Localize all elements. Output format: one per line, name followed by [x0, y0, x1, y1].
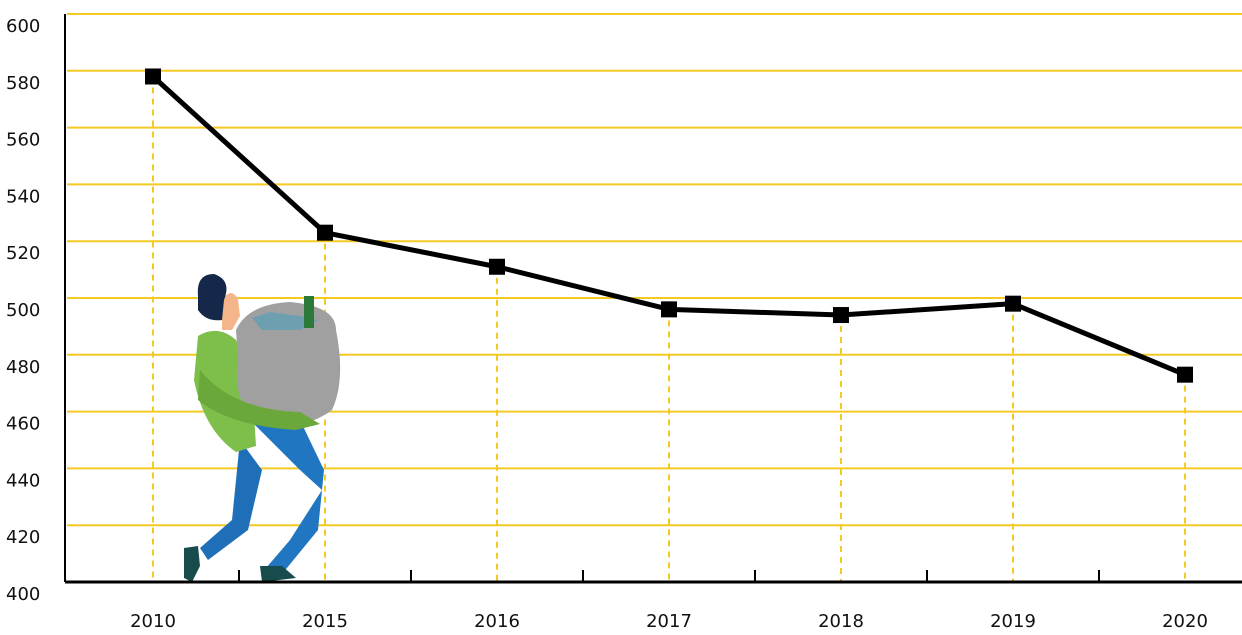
bag — [236, 302, 341, 426]
y-tick-label: 480 — [6, 357, 40, 378]
y-tick-label: 520 — [6, 243, 40, 264]
point-marker — [1177, 366, 1193, 383]
x-tick-label: 2019 — [990, 611, 1036, 632]
bottle — [304, 296, 314, 328]
point-marker — [489, 258, 505, 275]
grid-layer: 400 420 440 460 480 500 520 540 560 580 600 — [6, 13, 1242, 605]
y-tick-label: 580 — [6, 73, 40, 94]
x-tick-label: 2010 — [130, 611, 176, 632]
y-tick-label: 420 — [6, 527, 40, 548]
leg-front — [250, 420, 324, 574]
x-tick-label: 2016 — [474, 611, 520, 632]
point-marker — [1005, 295, 1021, 312]
point-marker — [833, 307, 849, 324]
point-marker — [317, 224, 333, 241]
leg-back — [200, 440, 262, 560]
y-tick-label: 600 — [6, 16, 40, 37]
y-tick-label: 500 — [6, 300, 40, 321]
bottles — [252, 312, 318, 330]
shoe-front — [260, 566, 296, 582]
arm — [198, 370, 320, 430]
point-marker — [145, 68, 161, 85]
y-tick-label: 460 — [6, 414, 40, 435]
y-tick-label: 540 — [6, 186, 40, 207]
shoe-back — [184, 546, 200, 582]
x-tick-label: 2020 — [1162, 611, 1208, 632]
point-marker — [661, 301, 677, 318]
x-tick-label: 2015 — [302, 611, 348, 632]
illustration — [184, 274, 341, 582]
y-tick-label: 440 — [6, 470, 40, 491]
x-tick-label: 2017 — [646, 611, 692, 632]
face — [222, 293, 240, 330]
hair — [197, 274, 227, 321]
data-layer: 2010 2015 2016 2017 2018 2019 2020 — [64, 14, 1242, 632]
x-tick-label: 2018 — [818, 611, 864, 632]
y-tick-label: 560 — [6, 130, 40, 151]
y-tick-label: 400 — [6, 584, 40, 605]
